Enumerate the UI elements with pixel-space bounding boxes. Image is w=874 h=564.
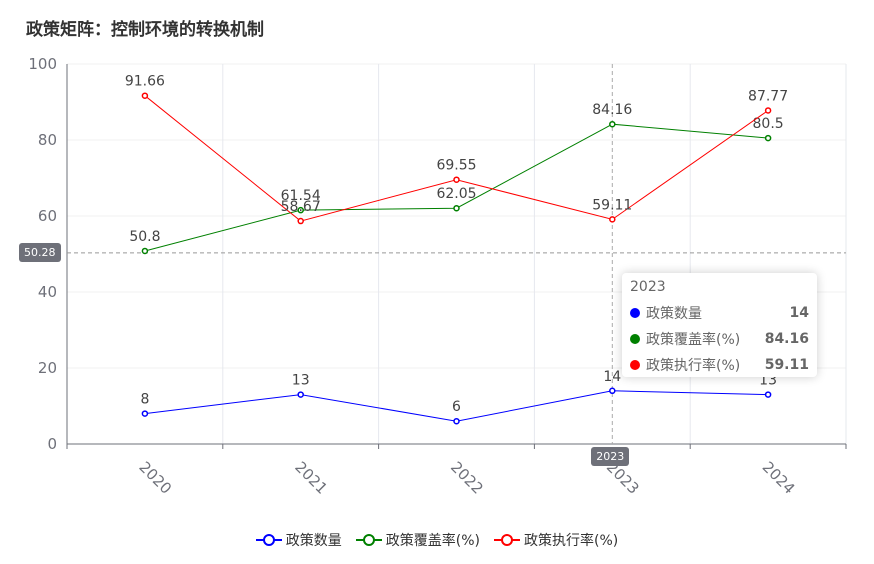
data-point xyxy=(141,410,149,417)
tooltip-row: 政策覆盖率(%) 84.16 xyxy=(630,326,809,352)
tooltip-series-dot xyxy=(630,334,640,344)
legend-label: 政策执行率(%) xyxy=(524,533,619,549)
data-label: 58.67 xyxy=(281,199,321,215)
tooltip-series-name: 政策覆盖率(%) xyxy=(646,332,741,348)
x-tick-label: 2021 xyxy=(291,458,331,498)
data-point xyxy=(453,204,460,212)
data-point xyxy=(764,107,772,114)
legend-line-circle-icon xyxy=(355,534,382,546)
data-label: 91.66 xyxy=(125,74,165,90)
data-point xyxy=(453,417,460,425)
tooltip-series-name: 政策数量 xyxy=(646,306,702,322)
legend: 政策数量 政策覆盖率(%) 政策执行率(%) xyxy=(0,530,874,550)
data-label: 84.16 xyxy=(592,102,632,118)
data-label: 59.11 xyxy=(592,197,632,213)
axis-pointer-x-label: 2023 xyxy=(591,447,630,466)
tooltip-row: 政策执行率(%) 59.11 xyxy=(630,352,809,378)
data-point xyxy=(609,120,616,128)
y-tick-label: 40 xyxy=(38,283,57,301)
legend-item-coverage[interactable]: 政策覆盖率(%) xyxy=(355,530,480,550)
y-tick-label: 80 xyxy=(38,131,57,149)
data-label: 61.54 xyxy=(281,188,321,204)
legend-label: 政策数量 xyxy=(285,533,342,549)
data-label: 80.5 xyxy=(753,116,784,132)
y-tick-label: 100 xyxy=(28,55,57,73)
legend-label: 政策覆盖率(%) xyxy=(385,533,480,549)
tooltip: 2023 政策数量 14 政策覆盖率(%) 84.16 政策执行率(%) 59.… xyxy=(622,273,817,377)
tooltip-series-value: 59.11 xyxy=(764,357,809,373)
data-label: 14 xyxy=(603,369,621,385)
tooltip-title: 2023 xyxy=(630,279,666,295)
x-tick-label: 2024 xyxy=(759,458,799,498)
tooltip-series-name: 政策执行率(%) xyxy=(646,358,741,374)
data-point xyxy=(297,206,304,214)
tooltip-series-dot xyxy=(630,308,640,318)
data-point xyxy=(297,391,304,398)
data-point xyxy=(297,217,304,225)
y-tick-label: 0 xyxy=(47,435,57,453)
x-tick-label: 2020 xyxy=(135,458,175,498)
y-tick-label: 20 xyxy=(38,359,57,377)
tooltip-series-dot xyxy=(630,360,640,370)
legend-line-circle-icon xyxy=(255,534,282,546)
data-point xyxy=(764,391,772,398)
data-label: 13 xyxy=(292,373,310,389)
data-label: 69.55 xyxy=(436,158,476,174)
axis-pointer-y-label: 50.28 xyxy=(19,242,61,262)
legend-item-policy-count[interactable]: 政策数量 xyxy=(255,530,342,550)
data-point xyxy=(609,216,616,223)
data-label: 87.77 xyxy=(748,88,788,104)
chart-title: 政策矩阵：控制环境的转换机制 xyxy=(26,20,264,40)
legend-line-circle-icon xyxy=(494,534,520,546)
data-point xyxy=(764,134,772,142)
tooltip-row: 政策数量 14 xyxy=(630,300,809,326)
data-point xyxy=(141,92,149,99)
data-point xyxy=(609,387,616,395)
legend-item-execution[interactable]: 政策执行率(%) xyxy=(494,530,618,550)
tooltip-series-value: 14 xyxy=(789,305,809,321)
tooltip-series-value: 84.16 xyxy=(764,331,809,347)
data-label: 8 xyxy=(140,392,149,408)
data-point xyxy=(141,247,149,255)
y-tick-label: 60 xyxy=(38,207,57,225)
data-label: 6 xyxy=(452,399,461,415)
data-label: 50.8 xyxy=(129,229,160,245)
data-label: 62.05 xyxy=(436,186,476,202)
x-tick-label: 2022 xyxy=(447,458,487,498)
data-point xyxy=(453,176,460,183)
